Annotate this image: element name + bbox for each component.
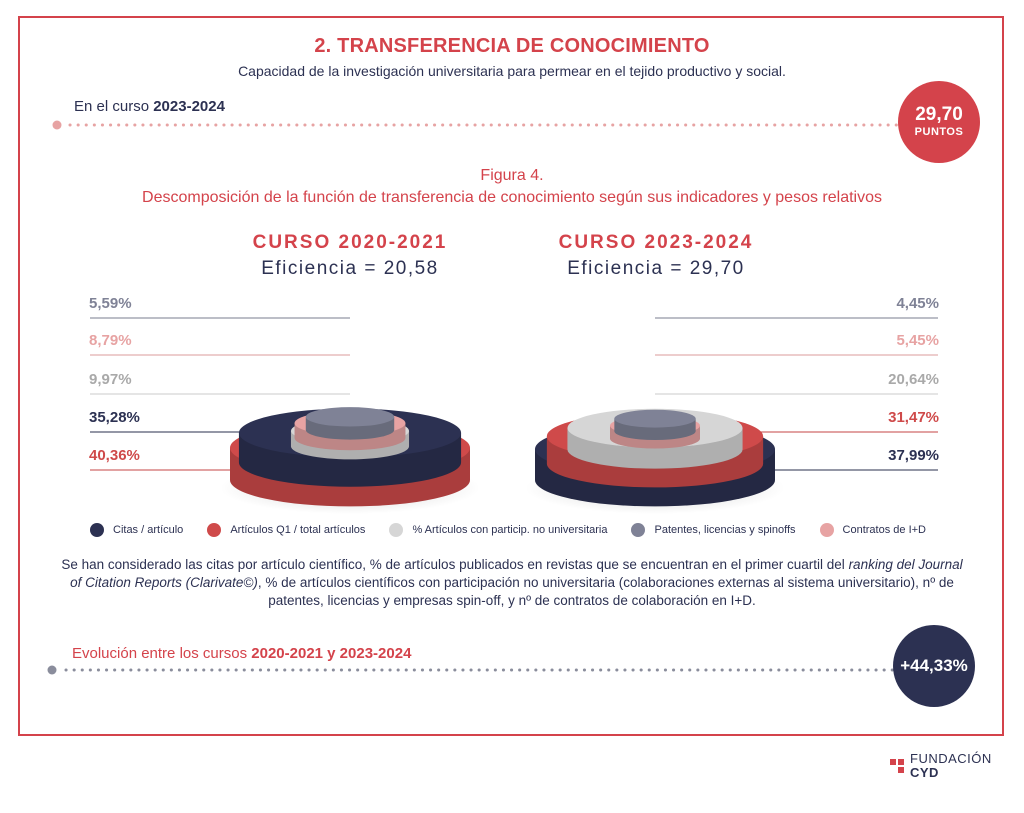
course-header-right: CURSO 2023-2024 Eficiencia = 29,70 bbox=[506, 232, 806, 280]
legend-item-articulos-con-particip-no-universitaria: % Artículos con particip. no universitar… bbox=[389, 523, 607, 537]
logo-mark-icon bbox=[890, 759, 904, 773]
legend-dot-icon bbox=[90, 523, 104, 537]
fundacion-cyd-logo: FUNDACIÓN CYD bbox=[890, 752, 992, 780]
score-value: 29,70 bbox=[915, 104, 963, 125]
line-start-dot-evolution bbox=[47, 665, 57, 675]
score-badge: 29,70 PUNTOS bbox=[898, 81, 980, 163]
legend-dot-icon bbox=[631, 523, 646, 537]
section-subtitle: Capacidad de la investigación universita… bbox=[238, 63, 786, 79]
legend-label: Citas / artículo bbox=[113, 524, 184, 536]
pct-label-right-citas-articulo: 37,99% bbox=[888, 447, 939, 464]
line-start-dot bbox=[52, 120, 62, 130]
figure-number: Figura 4. bbox=[480, 167, 544, 184]
cylinder-left-patentes-licencias-y-spinoffs bbox=[305, 407, 395, 440]
logo-line2: CYD bbox=[910, 765, 939, 780]
pct-label-right-contratos-de-i-d: 5,45% bbox=[896, 332, 939, 349]
pct-label-left-articulos-con-particip-no-universitaria: 9,97% bbox=[89, 371, 132, 388]
pct-label-left-patentes-licencias-y-spinoffs: 5,59% bbox=[89, 295, 132, 312]
figure-caption: Descomposición de la función de transfer… bbox=[142, 189, 882, 206]
legend: Citas / artículo Artículos Q1 / total art… bbox=[90, 523, 950, 537]
legend-dot-icon bbox=[389, 523, 404, 537]
pct-label-left-citas-articulo: 35,28% bbox=[89, 409, 140, 426]
course-name-right: CURSO 2023-2024 bbox=[558, 232, 754, 253]
legend-item-citas-articulo: Citas / artículo bbox=[90, 523, 183, 537]
score-unit: PUNTOS bbox=[914, 126, 964, 138]
section-title: 2. TRANSFERENCIA DE CONOCIMIENTO bbox=[314, 35, 710, 57]
efficiency-right: Eficiencia = 29,70 bbox=[567, 258, 745, 279]
logo-line1: FUNDACIÓN bbox=[910, 751, 992, 766]
legend-item-articulos-q1-total-articulos: Artículos Q1 / total artículos bbox=[207, 523, 365, 537]
legend-label: Artículos Q1 / total artículos bbox=[230, 524, 366, 536]
legend-label: Contratos de I+D bbox=[842, 524, 926, 536]
evolution-label: Evolución entre los cursos 2020-2021 y 2… bbox=[72, 645, 412, 662]
content-frame bbox=[18, 16, 1004, 736]
pct-label-right-patentes-licencias-y-spinoffs: 4,45% bbox=[896, 295, 939, 312]
efficiency-left: Eficiencia = 20,58 bbox=[261, 258, 439, 279]
cylinder-right-patentes-licencias-y-spinoffs bbox=[614, 409, 696, 441]
pct-label-left-articulos-q1-total-articulos: 40,36% bbox=[89, 447, 140, 464]
evolution-badge: +44,33% bbox=[893, 625, 975, 707]
legend-dot-icon bbox=[207, 523, 222, 537]
pct-label-left-contratos-de-i-d: 8,79% bbox=[89, 332, 132, 349]
legend-label: Patentes, licencias y spinoffs bbox=[654, 524, 796, 536]
evolution-value: +44,33% bbox=[900, 656, 968, 675]
course-name-left: CURSO 2020-2021 bbox=[252, 232, 448, 253]
legend-label: % Artículos con particip. no universitar… bbox=[412, 524, 608, 536]
legend-item-patentes-licencias-y-spinoffs: Patentes, licencias y spinoffs bbox=[631, 523, 796, 537]
legend-item-contratos-de-i-d: Contratos de I+D bbox=[819, 523, 926, 537]
course-header-left: CURSO 2020-2021 Eficiencia = 20,58 bbox=[200, 232, 500, 280]
pct-label-right-articulos-q1-total-articulos: 31,47% bbox=[888, 409, 939, 426]
current-course-label: En el curso 2023-2024 bbox=[74, 98, 225, 115]
methodology-note: Se han considerado las citas por artícul… bbox=[61, 557, 963, 608]
pct-label-right-articulos-con-particip-no-universitaria: 20,64% bbox=[888, 371, 939, 388]
legend-dot-icon bbox=[819, 523, 834, 537]
